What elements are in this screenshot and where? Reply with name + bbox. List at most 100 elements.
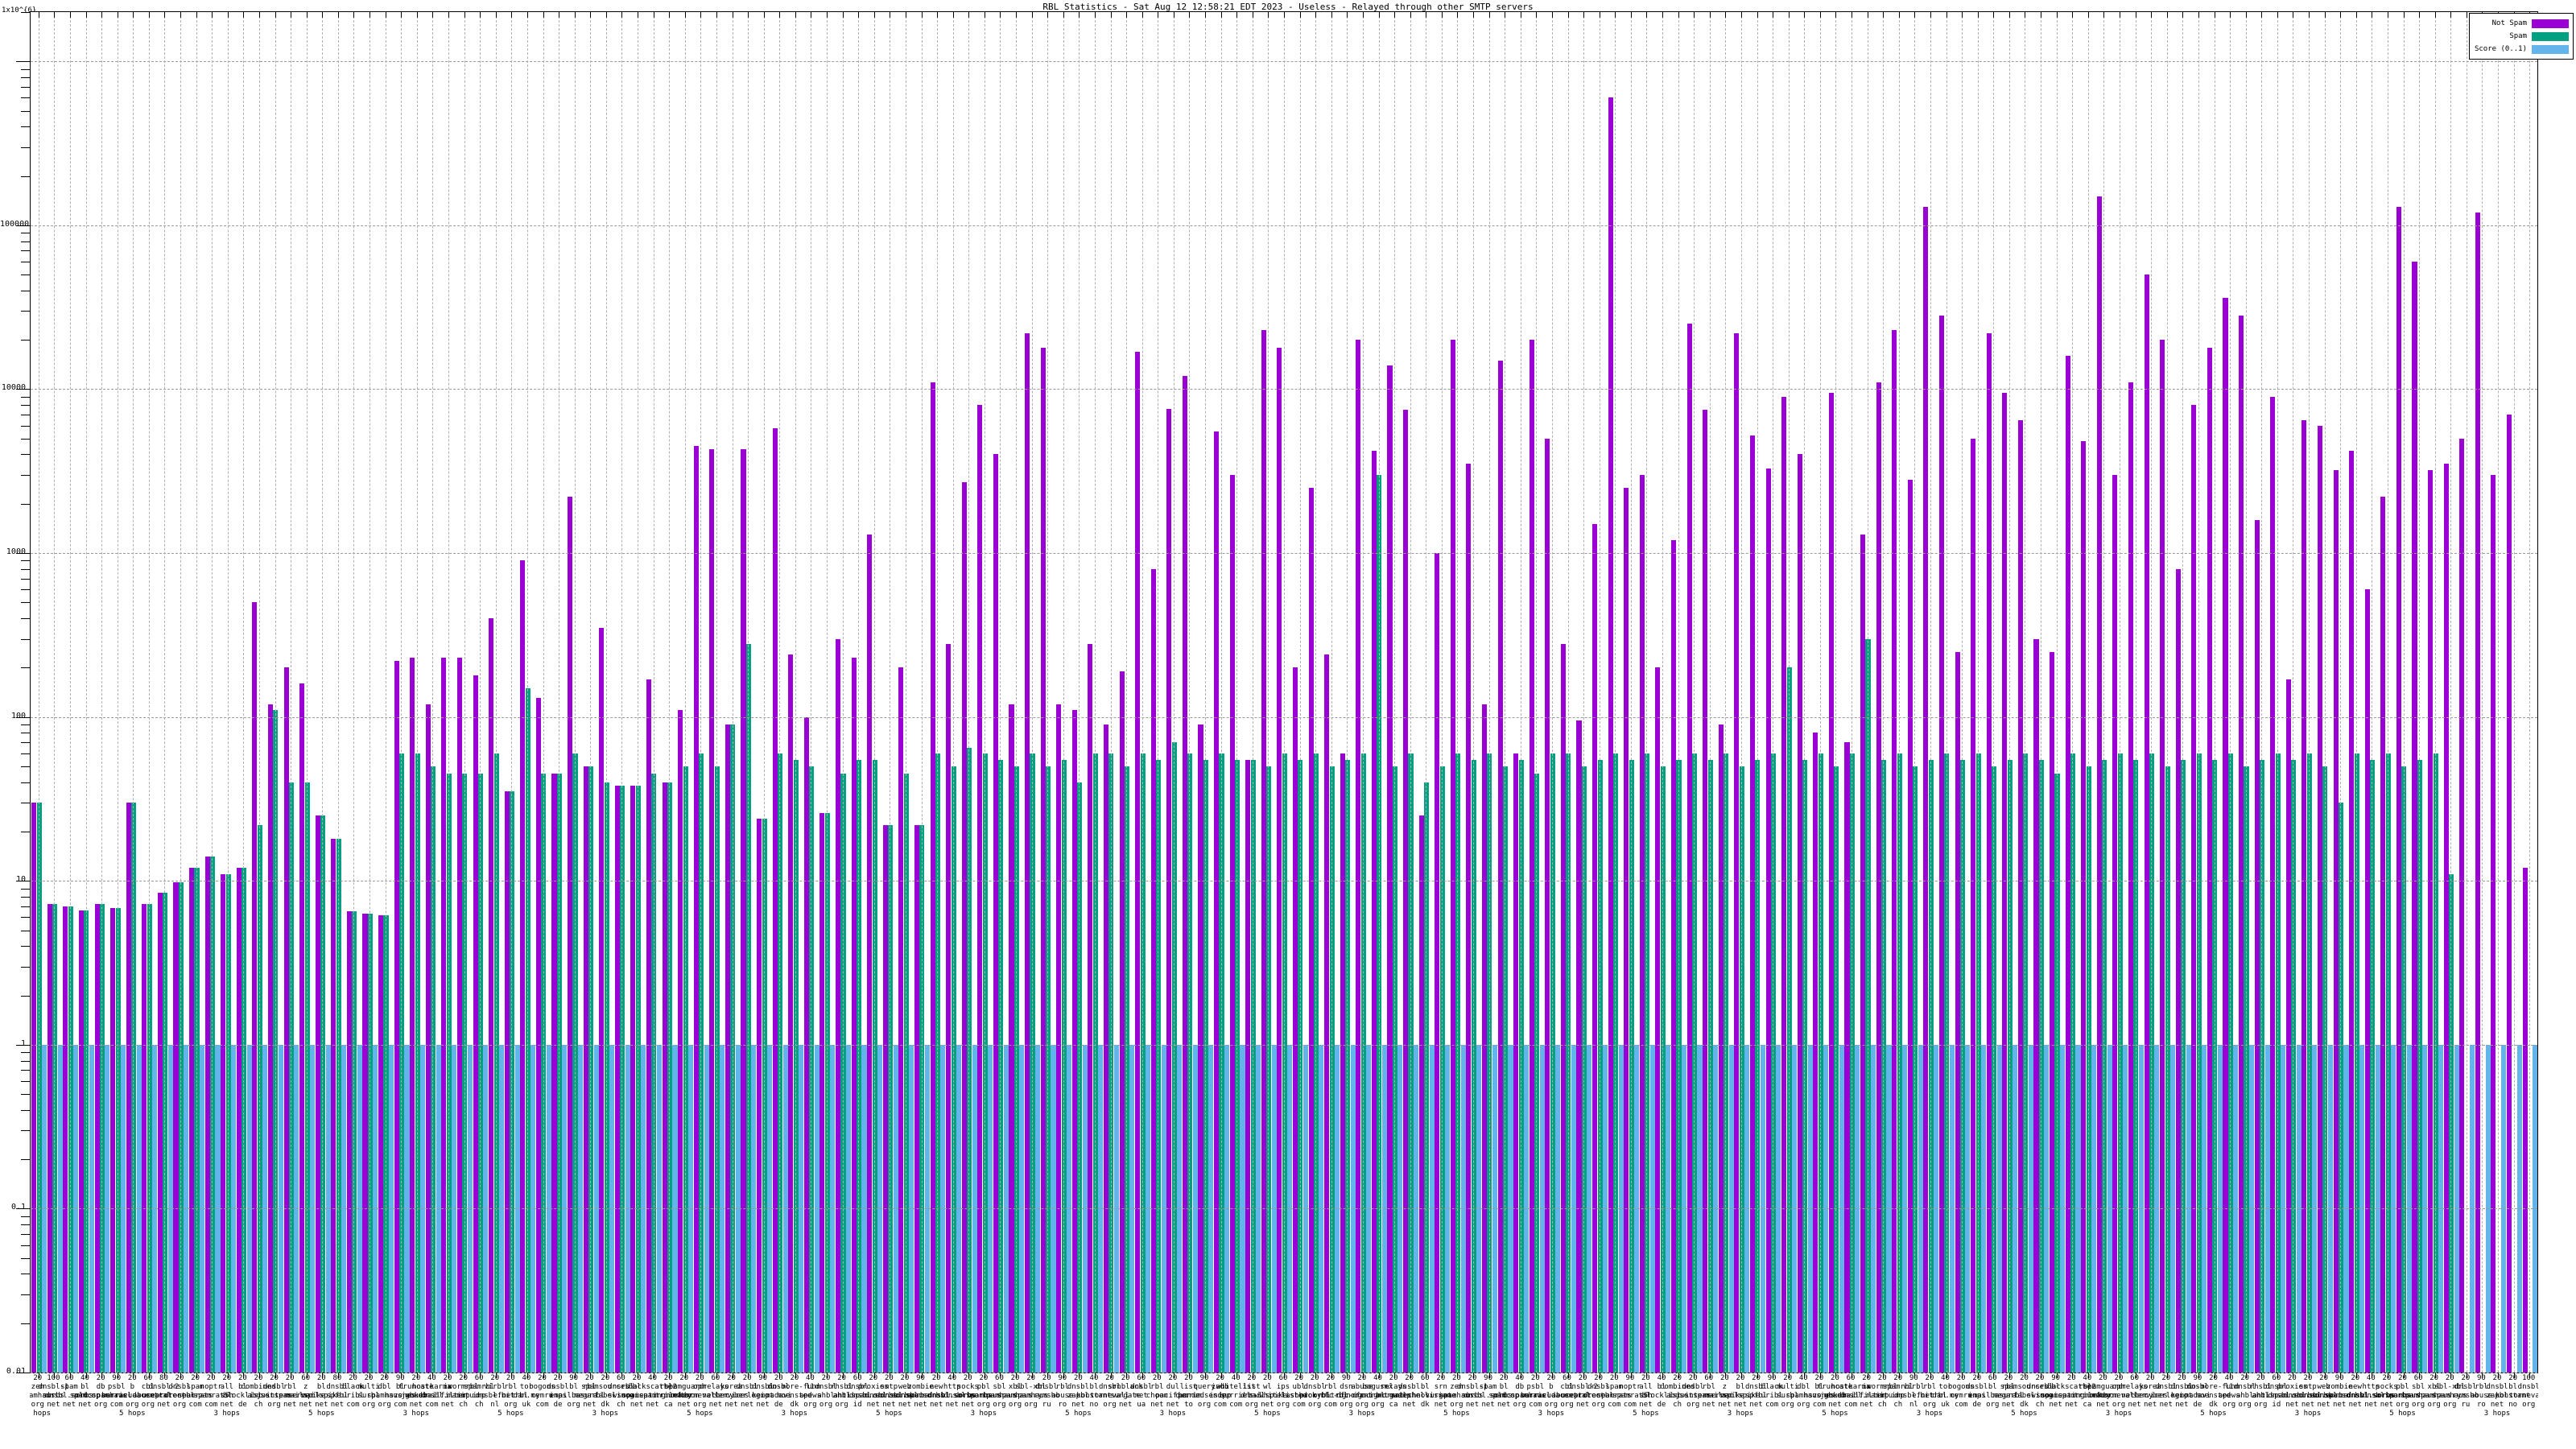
bar-not-spam: [1986, 332, 1992, 1373]
x-axis-label-line: net: [220, 1401, 233, 1409]
x-axis-label: 20 socks dnsbl.sorbs net: [2356, 1374, 2417, 1410]
x-axis-label-line: net: [898, 1401, 912, 1409]
x-axis-label-line: gbudb: [405, 1392, 427, 1400]
bar-spam: [36, 803, 42, 1373]
bar-spam: [1865, 638, 1871, 1373]
x-axis-label-line: net: [1575, 1401, 1590, 1409]
x-axis-label-line: sbl: [2411, 1383, 2425, 1391]
x-axis-label-line: megarbl: [1992, 1392, 2024, 1400]
x-axis-label-line: 40: [1798, 1374, 1808, 1382]
x-axis-label-line: 20: [1972, 1374, 1982, 1382]
x-axis-label-line: ch: [1893, 1401, 1903, 1409]
y-axis-tick-minor: [21, 405, 31, 407]
x-axis-tick: [2087, 1373, 2089, 1378]
bar-not-spam: [78, 910, 84, 1373]
x-axis-label-line: xbl: [2427, 1383, 2441, 1391]
x-axis-label-line: 20: [1752, 1374, 1761, 1382]
x-axis-tick: [1110, 1373, 1112, 1378]
x-axis-label-line: 20: [206, 1374, 216, 1382]
x-axis-tick: [2072, 1373, 2074, 1378]
bar-score: [2343, 1044, 2349, 1373]
x-axis-label-line: 60: [64, 1374, 74, 1382]
x-axis-label-line: orbitrbl: [1313, 1392, 1348, 1400]
x-axis-label-line: net: [1733, 1401, 1748, 1409]
bar-spam: [998, 759, 1004, 1373]
x-axis-label-line: 90: [569, 1374, 579, 1382]
bar-not-spam: [2081, 441, 2087, 1373]
bar-spam: [1313, 753, 1319, 1373]
x-axis-label-line: 60: [143, 1374, 153, 1382]
x-axis-tick: [2482, 1373, 2483, 1378]
x-axis-label-line: imp: [1876, 1392, 1889, 1400]
bar-spam: [1770, 753, 1777, 1373]
bar-not-spam: [1938, 316, 1945, 1373]
bar-spam: [415, 753, 420, 1373]
bar-spam: [1046, 766, 1051, 1373]
x-axis-label: 20 spamsources fabel dk 5 hops: [1993, 1374, 2054, 1418]
x-axis-tick-top: [2166, 12, 2168, 18]
x-axis-tick: [1536, 1373, 1538, 1378]
x-axis-label-line: com: [1529, 1401, 1542, 1409]
bar-score: [1003, 1044, 1009, 1373]
x-axis-tick: [2056, 1373, 2058, 1378]
x-axis-label-line: abuse: [247, 1392, 270, 1400]
y-axis-tick-minor: [21, 946, 31, 947]
bar-spam: [477, 774, 484, 1373]
x-axis-label-line: dnsbl.bit: [1894, 1392, 1934, 1400]
x-axis-label-line: spamsources: [581, 1383, 630, 1391]
x-axis-label: 90 black uribl com: [1741, 1374, 1802, 1410]
x-axis-tick: [795, 1373, 796, 1378]
x-axis-label-line: dnsbl-2: [148, 1383, 180, 1391]
bar-score: [2075, 1044, 2081, 1373]
y-axis-tick-minor: [21, 589, 31, 591]
bar-not-spam: [898, 667, 904, 1373]
x-axis-label-line: multi: [357, 1383, 380, 1391]
x-axis-label: 40 tor dan.me uk: [496, 1374, 557, 1410]
x-axis-label-line: uribl: [341, 1392, 365, 1400]
x-axis-label: 60 bl emailbasura org: [1962, 1374, 2023, 1410]
x-axis-label-line: 5 hops: [119, 1410, 146, 1418]
bar-score: [2107, 1044, 2112, 1373]
x-axis-label: 20 dnsbl proxybl org: [1284, 1374, 1345, 1410]
bar-spam: [1629, 759, 1634, 1373]
x-axis-tick-top: [795, 12, 796, 18]
x-axis-label-line: net: [299, 1401, 312, 1409]
x-axis-tick: [1141, 1373, 1143, 1378]
x-axis-label: 20 dnsbl dronebl org: [149, 1374, 210, 1410]
x-axis-label-line: dnsbl.manitu: [1840, 1392, 1893, 1400]
bar-score: [452, 1044, 457, 1373]
bar-spam: [1455, 753, 1461, 1373]
bar-spam: [1676, 759, 1682, 1373]
x-axis-label-line: net: [1402, 1401, 1416, 1409]
bar-not-spam: [1435, 553, 1440, 1373]
bar-not-spam: [2396, 206, 2401, 1373]
bar-spam: [431, 766, 436, 1373]
x-axis-label-line: surriel: [101, 1392, 132, 1400]
x-axis-label: 40 whitelist surriel com: [1205, 1374, 1266, 1410]
x-axis-label-line: net: [1071, 1401, 1085, 1409]
x-axis-tick-top: [2087, 12, 2089, 18]
bar-spam: [919, 824, 925, 1373]
x-axis-label-line: net: [1481, 1401, 1495, 1409]
bar-score: [1870, 1044, 1876, 1373]
bar-score: [2406, 1044, 2412, 1373]
y-axis-tick-minor: [21, 147, 31, 148]
bar-not-spam: [1655, 667, 1661, 1373]
bar-spam: [2181, 759, 2186, 1373]
x-axis-tick-top: [1583, 12, 1585, 18]
y-axis-tick-minor: [21, 1216, 31, 1217]
bar-spam: [2370, 759, 2376, 1373]
x-axis-label-line: dronebl: [164, 1392, 196, 1400]
bar-not-spam: [2050, 651, 2055, 1373]
x-axis-tick-top: [1315, 12, 1317, 18]
x-axis-label-line: dnsbl: [1067, 1383, 1089, 1391]
bar-spam: [2433, 753, 2438, 1373]
x-axis-label: 20 spam spamrats com: [1583, 1374, 1645, 1410]
x-axis-label-line: 20: [1530, 1374, 1540, 1382]
x-axis-tick: [2182, 1373, 2184, 1378]
bar-spam: [2133, 759, 2139, 1373]
x-axis-label-line: no-more-funn: [768, 1383, 821, 1391]
x-axis-label-line: quorum: [1175, 1392, 1202, 1400]
bar-score: [2217, 1044, 2223, 1373]
x-axis-tick: [952, 1373, 954, 1378]
